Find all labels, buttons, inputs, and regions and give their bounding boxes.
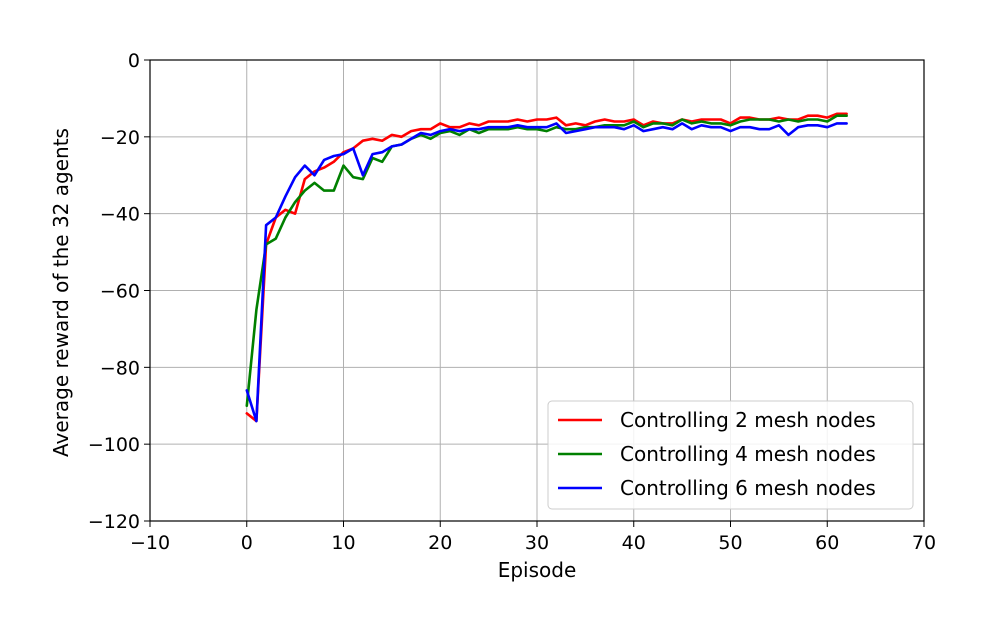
x-tick-label: 40	[622, 532, 646, 554]
x-tick-label: −10	[130, 532, 170, 554]
y-axis-ticks: 0 −20 −40 −60 −80 −100 −120	[88, 50, 150, 533]
legend-label: Controlling 2 mesh nodes	[620, 408, 876, 432]
series-line-3	[245, 122, 848, 423]
x-tick-label: 50	[718, 532, 742, 554]
y-tick-label: −60	[100, 281, 140, 303]
x-axis-title: Episode	[498, 558, 577, 582]
series-line-2	[245, 114, 848, 408]
x-tick-label: 10	[331, 532, 355, 554]
y-tick-label: −80	[100, 357, 140, 379]
y-tick-label: −20	[100, 127, 140, 149]
y-tick-label: 0	[128, 50, 140, 72]
legend-box	[547, 400, 914, 510]
y-axis-title: Average reward of the 32 agents	[49, 128, 73, 457]
legend: Controlling 2 mesh nodes Controlling 4 me…	[547, 400, 914, 510]
x-tick-label: 20	[428, 532, 452, 554]
x-tick-label: 0	[241, 532, 253, 554]
legend-label: Controlling 4 mesh nodes	[620, 442, 876, 466]
x-axis-ticks: −10 0 10 20 30 40 50 60 70	[130, 521, 936, 554]
x-tick-label: 60	[815, 532, 839, 554]
y-tick-label: −40	[100, 204, 140, 226]
x-tick-label: 30	[525, 532, 549, 554]
series-layer	[245, 112, 848, 423]
legend-label: Controlling 6 mesh nodes	[620, 476, 876, 500]
y-tick-label: −120	[88, 511, 140, 533]
y-tick-label: −100	[88, 434, 140, 456]
x-tick-label: 70	[912, 532, 936, 554]
series-line-1	[245, 112, 848, 423]
